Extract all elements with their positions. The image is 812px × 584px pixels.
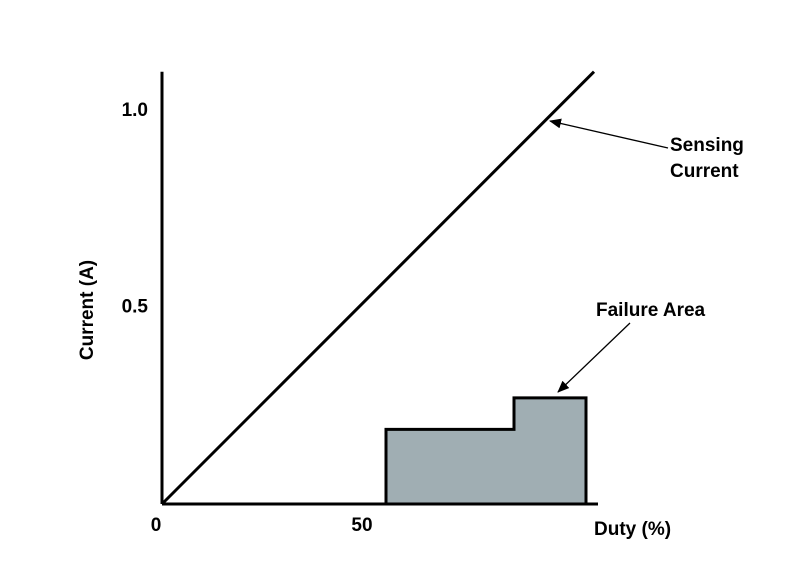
x-axis-label: Duty (%) bbox=[594, 519, 671, 540]
y-tick-label: 1.0 bbox=[122, 100, 148, 121]
sensing-current-line bbox=[160, 70, 596, 506]
x-tick-label: 0 bbox=[151, 515, 162, 536]
x-tick-label: 50 bbox=[351, 515, 372, 536]
y-tick-label: 0.5 bbox=[122, 297, 149, 318]
annotation: Failure Area bbox=[596, 300, 706, 321]
annotation: Sensing bbox=[670, 135, 744, 156]
failure-area bbox=[384, 396, 588, 506]
annotation-arrow bbox=[549, 118, 669, 149]
annotation: Current bbox=[670, 161, 739, 182]
y-axis-label: Current (A) bbox=[77, 260, 98, 360]
annotation-arrow bbox=[557, 322, 631, 393]
